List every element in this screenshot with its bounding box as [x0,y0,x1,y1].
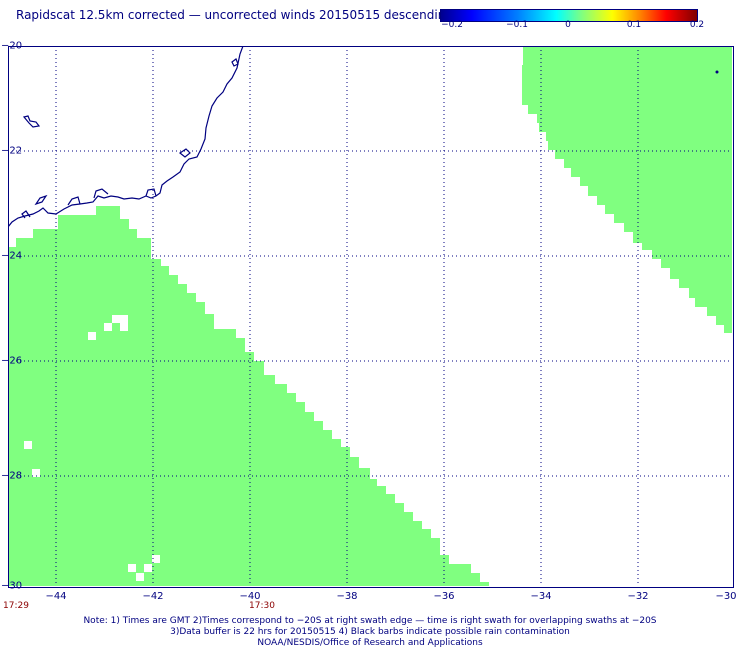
lat-tick-label: −22 [1,145,23,157]
coastline [8,46,244,228]
lon-tick-label: −44 [45,591,67,602]
data-gap [120,315,128,331]
data-gap [112,315,120,323]
lat-tick-label: −30 [1,580,23,592]
lon-tick-label: −40 [239,591,261,602]
lon-tick-label: −32 [627,591,649,602]
map-title: Rapidscat 12.5km corrected — uncorrected… [16,8,453,22]
data-gap [24,441,32,449]
lat-tick-label: −24 [1,250,23,262]
map-plot-area [8,46,732,586]
colorbar [440,9,698,22]
data-gap [152,555,160,563]
coastline-bay [21,188,157,219]
data-gap [88,332,96,340]
data-gap [32,469,40,477]
data-gap [128,564,136,572]
swath-left [8,206,489,586]
footnote-line: Note: 1) Times are GMT 2)Times correspon… [83,616,657,626]
colorbar-tick: 0.2 [689,20,705,30]
data-gap [144,564,152,572]
lat-tick-label: −28 [1,470,23,482]
data-gap [136,573,144,581]
colorbar-tick: 0 [565,20,571,30]
swath-time-label: 17:29 [3,601,29,611]
colorbar-tick: −0.1 [506,20,528,30]
island [34,194,48,206]
lon-tick-label: −42 [142,591,164,602]
colorbar-tick: 0.1 [626,20,642,30]
swath-right [522,46,732,333]
island [22,115,41,128]
data-gap [104,323,112,331]
lon-tick-label: −34 [530,591,552,602]
island [231,58,239,67]
colorbar-tick: −0.2 [441,20,463,30]
data-point [715,70,719,74]
graticule [8,46,732,586]
map-frame [8,46,734,588]
lon-tick-label: −30 [715,591,737,602]
lon-tick-label: −38 [336,591,358,602]
island [178,148,191,158]
lon-tick-label: −36 [433,591,455,602]
swath-time-label: 17:30 [249,601,275,611]
footnote-line: NOAA/NESDIS/Office of Research and Appli… [257,638,483,648]
footnote-line: 3)Data buffer is 22 hrs for 20150515 4) … [170,627,570,637]
lat-tick-label: −26 [1,355,23,367]
lat-tick-label: −20 [1,40,23,52]
